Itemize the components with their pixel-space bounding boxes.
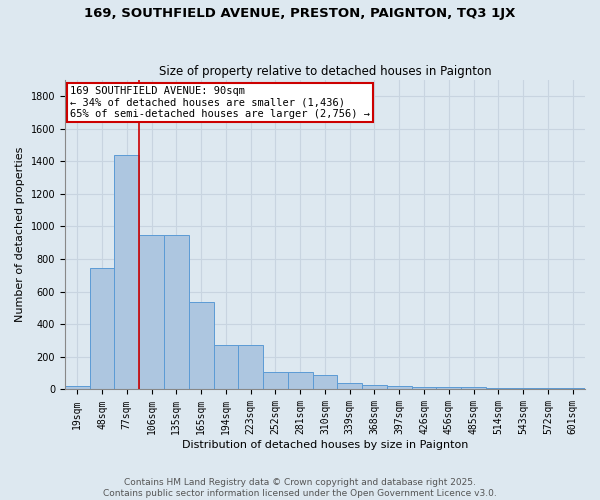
Bar <box>461 387 486 390</box>
Bar <box>387 386 412 390</box>
Text: 169 SOUTHFIELD AVENUE: 90sqm
← 34% of detached houses are smaller (1,436)
65% of: 169 SOUTHFIELD AVENUE: 90sqm ← 34% of de… <box>70 86 370 119</box>
Bar <box>412 387 436 390</box>
Title: Size of property relative to detached houses in Paignton: Size of property relative to detached ho… <box>158 66 491 78</box>
Bar <box>214 346 238 390</box>
X-axis label: Distribution of detached houses by size in Paignton: Distribution of detached houses by size … <box>182 440 468 450</box>
Text: 169, SOUTHFIELD AVENUE, PRESTON, PAIGNTON, TQ3 1JX: 169, SOUTHFIELD AVENUE, PRESTON, PAIGNTO… <box>85 8 515 20</box>
Bar <box>560 388 585 390</box>
Bar <box>337 383 362 390</box>
Bar <box>436 387 461 390</box>
Bar <box>115 156 139 390</box>
Bar <box>313 375 337 390</box>
Bar <box>362 386 387 390</box>
Bar <box>89 268 115 390</box>
Text: Contains HM Land Registry data © Crown copyright and database right 2025.
Contai: Contains HM Land Registry data © Crown c… <box>103 478 497 498</box>
Bar <box>288 372 313 390</box>
Bar <box>238 346 263 390</box>
Bar <box>164 234 189 390</box>
Bar <box>535 388 560 390</box>
Y-axis label: Number of detached properties: Number of detached properties <box>15 147 25 322</box>
Bar <box>486 388 511 390</box>
Bar <box>139 234 164 390</box>
Bar <box>65 386 89 390</box>
Bar <box>189 302 214 390</box>
Bar <box>511 388 535 390</box>
Bar <box>263 372 288 390</box>
